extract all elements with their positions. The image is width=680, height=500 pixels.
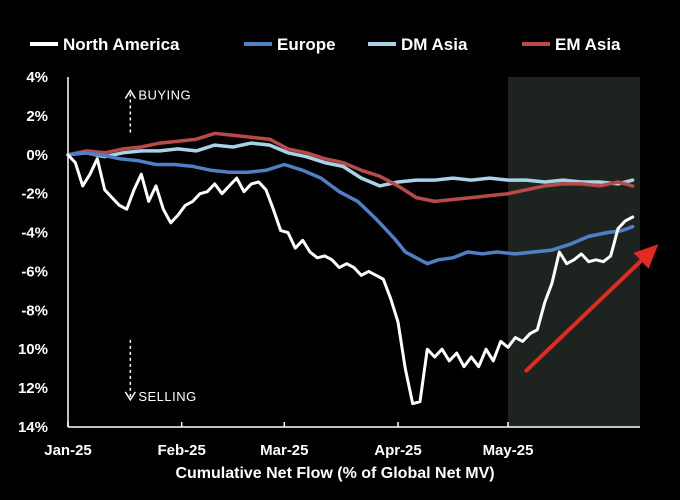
- axes: [67, 77, 640, 428]
- legend-label: EM Asia: [555, 35, 621, 54]
- highlight-arrow: [524, 244, 659, 373]
- buying-arrow-head: [124, 89, 136, 99]
- y-tick-label: 4%: [26, 69, 48, 86]
- y-tick-label: 14%: [18, 419, 48, 436]
- series-line-em-asia: [66, 131, 635, 204]
- legend: North America Europe DM Asia EM Asia: [30, 35, 621, 54]
- legend-label: DM Asia: [401, 35, 468, 54]
- series-line-dm-asia: [66, 141, 635, 188]
- annotation-buying: BUYING: [138, 88, 191, 103]
- legend-label: Europe: [277, 35, 336, 54]
- x-tick-label: Feb-25: [157, 442, 205, 459]
- x-tick-label: Mar-25: [260, 442, 308, 459]
- x-tick-label: May-25: [483, 442, 534, 459]
- y-tick-label: -8%: [21, 302, 48, 319]
- highlight-arrow-head: [633, 244, 659, 269]
- series-line-north-america: [66, 153, 635, 406]
- x-axis-ticks: Jan-25 Feb-25 Mar-25 Apr-25 May-25: [44, 422, 533, 459]
- y-tick-label: -2%: [21, 186, 48, 203]
- y-axis-ticks: 4% 2% 0% -2% -4% -6% -8% 10% 12% 14%: [18, 69, 48, 436]
- y-tick-label: 10%: [18, 341, 48, 358]
- x-axis-label: Cumulative Net Flow (% of Global Net MV): [175, 465, 494, 482]
- annotation-selling: SELLING: [138, 389, 196, 404]
- y-tick-label: 2%: [26, 108, 48, 125]
- y-tick-label: 0%: [26, 147, 48, 164]
- x-tick-label: Jan-25: [44, 442, 92, 459]
- annotations: BUYING SELLING: [124, 88, 196, 404]
- y-tick-label: -6%: [21, 263, 48, 280]
- y-tick-label: 12%: [18, 380, 48, 397]
- y-tick-label: -4%: [21, 225, 48, 242]
- highlight-arrow-shaft: [524, 258, 643, 373]
- series-line-europe: [66, 151, 635, 266]
- x-tick-label: Apr-25: [374, 442, 422, 459]
- series-lines: [66, 131, 635, 406]
- legend-label: North America: [63, 35, 180, 54]
- selling-arrow-head: [124, 391, 136, 402]
